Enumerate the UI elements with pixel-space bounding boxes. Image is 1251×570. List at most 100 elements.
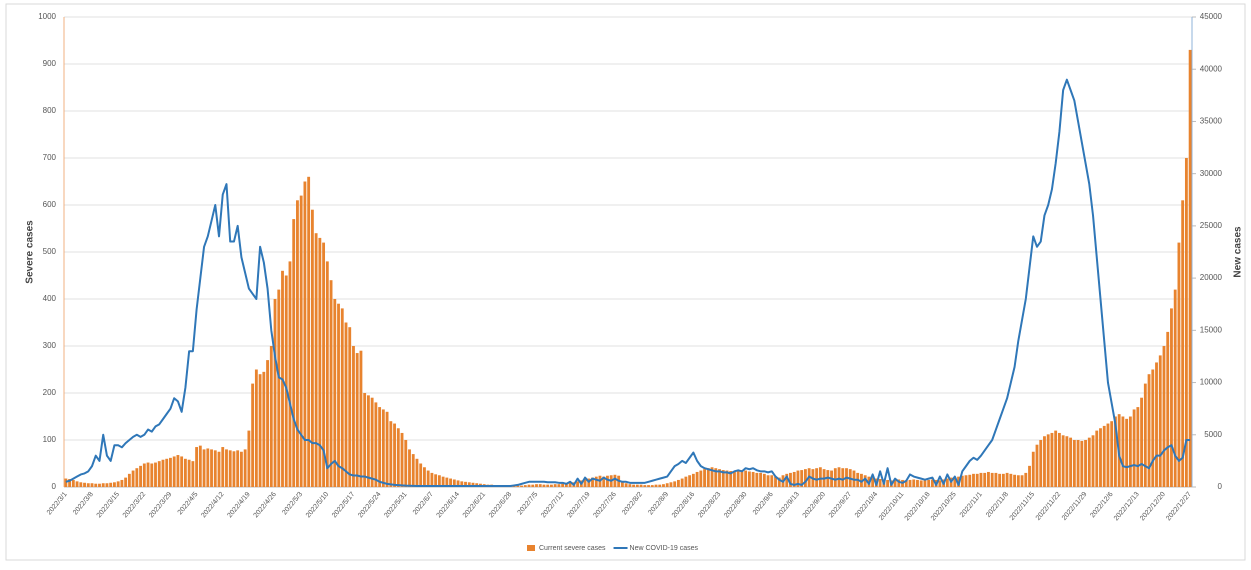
bar xyxy=(127,473,131,487)
bar xyxy=(1039,440,1043,487)
bar xyxy=(639,484,643,487)
bar xyxy=(960,475,964,487)
bar xyxy=(329,280,333,487)
bar xyxy=(251,383,255,487)
bar xyxy=(538,484,542,487)
bar xyxy=(546,484,550,487)
bar xyxy=(654,484,658,487)
y-tick-label: 100 xyxy=(43,435,57,444)
bar xyxy=(673,481,677,487)
bar xyxy=(770,475,774,487)
y2-axis-title: New cases xyxy=(1233,226,1244,278)
y-tick-label: 400 xyxy=(43,294,57,303)
bar xyxy=(221,447,225,487)
bar xyxy=(994,472,998,487)
bar xyxy=(1024,472,1028,487)
bar xyxy=(206,448,210,487)
bar xyxy=(662,484,665,487)
bar xyxy=(968,474,972,487)
bar xyxy=(945,478,949,487)
bar xyxy=(1091,435,1095,487)
bar xyxy=(803,469,807,487)
bar xyxy=(239,451,243,487)
bar xyxy=(86,483,90,487)
bar xyxy=(1188,49,1192,488)
bar xyxy=(774,476,777,487)
bar xyxy=(987,471,990,487)
bar xyxy=(916,479,919,487)
bar xyxy=(169,457,172,487)
bar xyxy=(983,472,987,487)
bar xyxy=(1155,362,1158,487)
bar xyxy=(908,479,912,487)
bar xyxy=(1043,436,1046,487)
bar xyxy=(1158,355,1162,487)
bar xyxy=(1151,369,1155,487)
bar xyxy=(180,456,184,487)
bar xyxy=(109,482,113,487)
bar xyxy=(1080,440,1084,487)
bar xyxy=(363,393,367,487)
bar xyxy=(105,483,109,487)
bar xyxy=(632,484,636,487)
bar xyxy=(531,484,535,487)
bar xyxy=(927,479,931,487)
bar xyxy=(408,449,411,487)
bar xyxy=(183,458,187,487)
bar xyxy=(564,483,568,487)
bar xyxy=(557,484,561,487)
bar xyxy=(1170,308,1173,487)
bar xyxy=(747,471,751,487)
bar xyxy=(1087,437,1091,487)
bar xyxy=(273,299,277,487)
bar xyxy=(426,470,430,487)
bar xyxy=(307,176,311,488)
bar xyxy=(314,233,318,487)
bar xyxy=(1076,440,1080,487)
bar xyxy=(1147,374,1151,487)
bar xyxy=(706,468,710,487)
bar xyxy=(624,483,628,487)
bar xyxy=(202,449,206,487)
bar xyxy=(998,473,1002,487)
bar xyxy=(348,327,352,487)
bar xyxy=(841,468,845,487)
bar xyxy=(818,467,822,487)
bar xyxy=(359,350,363,487)
bar xyxy=(583,479,587,487)
bar xyxy=(1046,434,1050,487)
bar xyxy=(688,475,692,487)
bar xyxy=(516,485,520,487)
bar xyxy=(919,480,923,487)
bar xyxy=(1072,440,1076,487)
y-tick-label: 800 xyxy=(43,106,57,115)
bar xyxy=(1020,475,1024,487)
bar xyxy=(1061,435,1065,487)
bar xyxy=(198,445,202,487)
bar xyxy=(550,484,553,487)
bar xyxy=(647,485,650,487)
bar xyxy=(594,476,598,487)
bar xyxy=(871,477,875,487)
bar xyxy=(628,484,632,487)
y2-tick-label: 25000 xyxy=(1200,221,1223,230)
bar xyxy=(1016,475,1020,487)
bar xyxy=(759,472,763,487)
bar xyxy=(755,472,759,487)
y2-tick-label: 5000 xyxy=(1204,430,1222,439)
bar xyxy=(576,481,579,487)
bar xyxy=(1128,416,1132,487)
bar xyxy=(142,463,146,487)
y-tick-label: 300 xyxy=(43,341,57,350)
bar xyxy=(381,409,385,487)
bar xyxy=(620,482,624,487)
bar xyxy=(210,449,213,487)
bar xyxy=(561,483,565,487)
bar xyxy=(542,484,546,487)
bar xyxy=(729,471,733,487)
bar xyxy=(665,483,669,487)
bar xyxy=(680,478,684,487)
bar xyxy=(400,432,404,487)
bar xyxy=(337,303,340,487)
